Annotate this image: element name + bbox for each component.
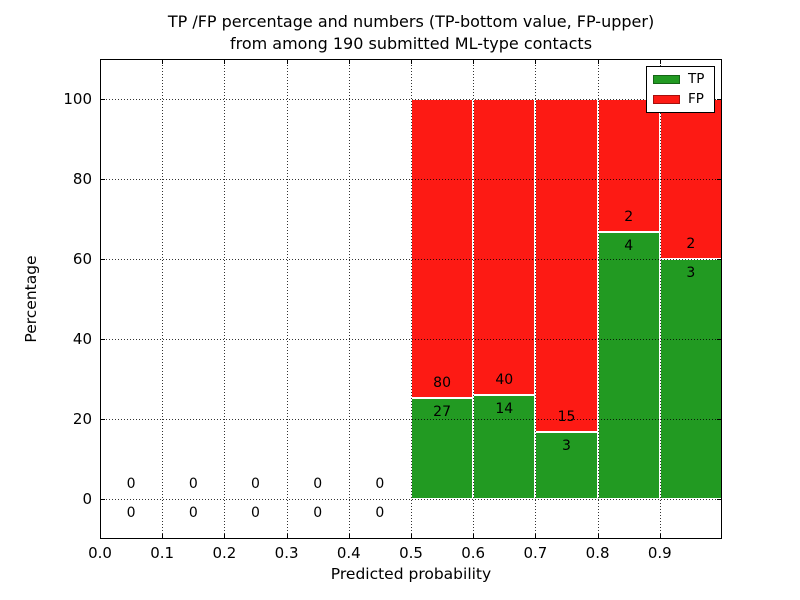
- tp-count-label: 0: [313, 505, 323, 521]
- tp-count-label: 14: [495, 401, 514, 418]
- y-tick-mark: [100, 179, 105, 180]
- tp-legend-swatch: [653, 75, 680, 85]
- fp-legend-swatch: [653, 94, 680, 104]
- x-tick-label: 0.2: [212, 544, 237, 562]
- x-tick-label: 0.0: [88, 544, 112, 562]
- x-tick-label: 0.9: [647, 544, 672, 562]
- fp-count-label: 15: [557, 409, 576, 426]
- x-tick-mark: [224, 534, 226, 539]
- y-tick-mark: [717, 499, 722, 500]
- y-tick-mark: [100, 339, 105, 340]
- x-tick-label: 0.7: [523, 544, 548, 562]
- fp-count-label: 0: [375, 476, 385, 492]
- tp-bar-segment: [535, 432, 598, 499]
- x-tick-label: 0.1: [150, 544, 175, 562]
- x-tick-label: 0.4: [336, 544, 361, 562]
- y-tick-mark: [100, 499, 105, 500]
- fp-count-label: 0: [126, 476, 136, 492]
- x-axis-label: Predicted probability: [330, 565, 492, 583]
- x-tick-mark: [535, 59, 537, 64]
- y-tick-label: 0: [82, 490, 92, 508]
- fp-bar-segment: [473, 99, 536, 396]
- x-tick-label: 0.5: [399, 544, 423, 562]
- tp-count-label: 0: [188, 505, 198, 521]
- y-tick-label: 20: [72, 410, 92, 428]
- tp-count-label: 4: [624, 238, 634, 255]
- chart-title: TP /FP percentage and numbers (TP-bottom…: [100, 11, 722, 55]
- tp-count-label: 0: [126, 505, 136, 521]
- fp-count-label: 2: [624, 209, 634, 226]
- y-tick-mark: [717, 179, 722, 180]
- fp-bar-segment: [411, 99, 474, 399]
- legend-label-fp: FP: [688, 90, 704, 107]
- x-tick-mark: [348, 534, 350, 539]
- tp-count-label: 3: [562, 438, 571, 455]
- y-tick-mark: [717, 99, 722, 100]
- fp-count-label: 40: [495, 372, 514, 389]
- x-tick-mark: [411, 59, 412, 64]
- v-gridline: [286, 59, 288, 539]
- y-tick-label: 80: [72, 170, 92, 188]
- plot-area: TP FP 0 0 0 0 0 0 0 0 0 0 80 27 40 14 15 3 2 4 2 3: [100, 59, 722, 539]
- y-tick-label: 40: [72, 330, 92, 348]
- x-tick-label: 0.3: [274, 544, 299, 562]
- tp-count-label: 27: [433, 404, 452, 421]
- y-tick-mark: [100, 99, 105, 100]
- tp-count-label: 0: [375, 505, 385, 521]
- x-tick-mark: [659, 59, 661, 64]
- x-tick-mark: [286, 59, 288, 64]
- x-tick-mark: [411, 534, 412, 539]
- chart-title-line2: from among 190 submitted ML-type contact…: [229, 34, 593, 53]
- y-tick-mark: [717, 419, 722, 420]
- legend-entry-tp: TP: [653, 71, 708, 87]
- v-gridline: [659, 59, 661, 539]
- v-gridline: [411, 59, 412, 539]
- x-tick-mark: [348, 59, 350, 64]
- x-tick-mark: [162, 59, 164, 64]
- v-gridline: [597, 59, 599, 539]
- fp-count-label: 2: [686, 236, 696, 252]
- x-tick-mark: [162, 534, 164, 539]
- x-tick-mark: [473, 534, 475, 539]
- tp-bar-segment: [659, 259, 722, 499]
- v-gridline: [473, 59, 475, 539]
- fp-bar-segment: [535, 99, 598, 433]
- y-tick-mark: [717, 259, 722, 260]
- x-tick-mark: [535, 534, 537, 539]
- v-gridline: [535, 59, 537, 539]
- fp-count-label: 0: [313, 476, 323, 492]
- x-tick-mark: [659, 534, 661, 539]
- y-tick-label: 60: [72, 250, 92, 268]
- y-tick-label: 100: [63, 90, 92, 108]
- chart-title-line1: TP /FP percentage and numbers (TP-bottom…: [167, 12, 655, 31]
- y-tick-mark: [100, 419, 105, 420]
- fp-count-label: 80: [433, 375, 452, 392]
- x-tick-mark: [473, 59, 475, 64]
- fp-count-label: 0: [251, 476, 260, 492]
- x-tick-label: 0.6: [461, 544, 486, 562]
- tp-count-label: 0: [251, 505, 260, 521]
- x-tick-mark: [286, 534, 288, 539]
- v-gridline: [224, 59, 226, 539]
- x-tick-label: 0.8: [585, 544, 610, 562]
- x-tick-mark: [224, 59, 226, 64]
- legend: TP FP: [646, 66, 715, 113]
- legend-entry-fp: FP: [653, 90, 708, 107]
- v-gridline: [162, 59, 164, 539]
- tp-bar-segment: [597, 232, 660, 499]
- y-tick-mark: [717, 339, 722, 340]
- x-tick-mark: [100, 534, 101, 539]
- tp-count-label: 3: [686, 265, 696, 281]
- v-gridline: [348, 59, 350, 539]
- y-tick-mark: [100, 259, 105, 260]
- x-tick-mark: [100, 59, 101, 64]
- y-axis-label: Percentage: [22, 255, 40, 343]
- fp-count-label: 0: [188, 476, 198, 492]
- x-tick-mark: [597, 59, 599, 64]
- x-tick-mark: [597, 534, 599, 539]
- legend-label-tp: TP: [688, 71, 705, 87]
